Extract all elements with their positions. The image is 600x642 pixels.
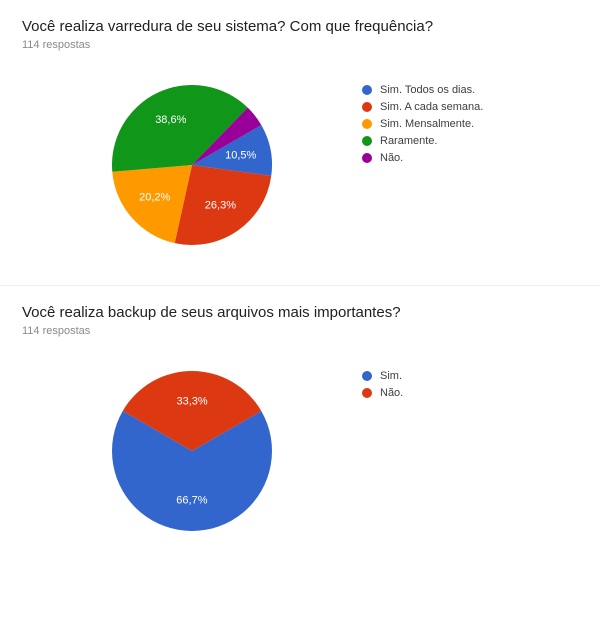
legend-swatch bbox=[362, 371, 372, 381]
legend-label: Sim. Mensalmente. bbox=[380, 117, 474, 131]
slice-label: 33,3% bbox=[176, 395, 207, 407]
slice-label: 20,2% bbox=[139, 192, 170, 204]
pie-chart-container: 10,5% 26,3% 20,2% 38,6% bbox=[22, 75, 362, 255]
legend-label: Sim. Todos os dias. bbox=[380, 83, 475, 97]
legend-item: Não. bbox=[362, 151, 578, 165]
legend-item: Sim. A cada semana. bbox=[362, 100, 578, 114]
slice-label: 38,6% bbox=[155, 114, 186, 126]
legend-item: Não. bbox=[362, 386, 578, 400]
legend-swatch bbox=[362, 85, 372, 95]
legend-item: Sim. Todos os dias. bbox=[362, 83, 578, 97]
legend-item: Sim. bbox=[362, 369, 578, 383]
legend-swatch bbox=[362, 102, 372, 112]
legend: Sim. Todos os dias. Sim. A cada semana. Si… bbox=[362, 75, 578, 168]
legend-swatch bbox=[362, 136, 372, 146]
pie-chart-container: 66,7% 33,3% bbox=[22, 361, 362, 541]
legend-label: Sim. A cada semana. bbox=[380, 100, 483, 114]
slice-label: 66,7% bbox=[176, 495, 207, 507]
legend-label: Raramente. bbox=[380, 134, 437, 148]
response-count: 114 respostas bbox=[22, 325, 578, 337]
legend-swatch bbox=[362, 153, 372, 163]
chart-section-2: Você realiza backup de seus arquivos mai… bbox=[0, 285, 600, 571]
response-count: 114 respostas bbox=[22, 39, 578, 51]
legend-swatch bbox=[362, 388, 372, 398]
slice-label: 26,3% bbox=[205, 200, 236, 212]
pie-chart: 10,5% 26,3% 20,2% 38,6% bbox=[92, 75, 292, 255]
chart-row: 10,5% 26,3% 20,2% 38,6% Sim. Todos os dias.… bbox=[22, 75, 578, 255]
question-title: Você realiza varredura de seu sistema? C… bbox=[22, 18, 578, 35]
slice-label: 10,5% bbox=[225, 149, 256, 161]
legend-item: Raramente. bbox=[362, 134, 578, 148]
chart-row: 66,7% 33,3% Sim. Não. bbox=[22, 361, 578, 541]
legend-item: Sim. Mensalmente. bbox=[362, 117, 578, 131]
chart-section-1: Você realiza varredura de seu sistema? C… bbox=[0, 0, 600, 285]
legend-label: Não. bbox=[380, 386, 403, 400]
question-title: Você realiza backup de seus arquivos mai… bbox=[22, 304, 578, 321]
pie-chart: 66,7% 33,3% bbox=[92, 361, 292, 541]
legend-label: Não. bbox=[380, 151, 403, 165]
legend-swatch bbox=[362, 119, 372, 129]
legend-label: Sim. bbox=[380, 369, 402, 383]
legend: Sim. Não. bbox=[362, 361, 578, 403]
